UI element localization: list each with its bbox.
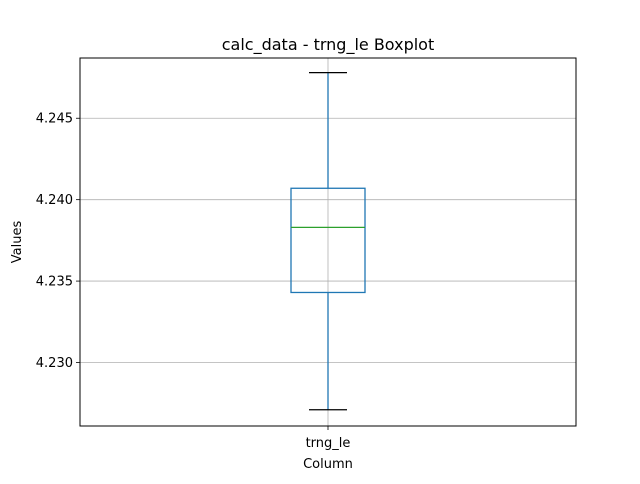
y-axis-label: Values — [10, 221, 25, 264]
y-tick-label: 4.235 — [36, 275, 73, 290]
iqr-box — [290, 187, 366, 294]
tick-layer: 4.230 4.235 4.240 4.245 trng_le — [36, 112, 351, 451]
chart-title: calc_data - trng_le Boxplot — [222, 35, 434, 55]
x-tick-label: trng_le — [306, 436, 351, 451]
y-tick-label: 4.230 — [36, 356, 73, 371]
y-tick-label: 4.240 — [36, 193, 73, 208]
box-layer — [290, 72, 366, 411]
y-tick-label: 4.245 — [36, 112, 73, 127]
x-axis-label: Column — [303, 457, 353, 472]
